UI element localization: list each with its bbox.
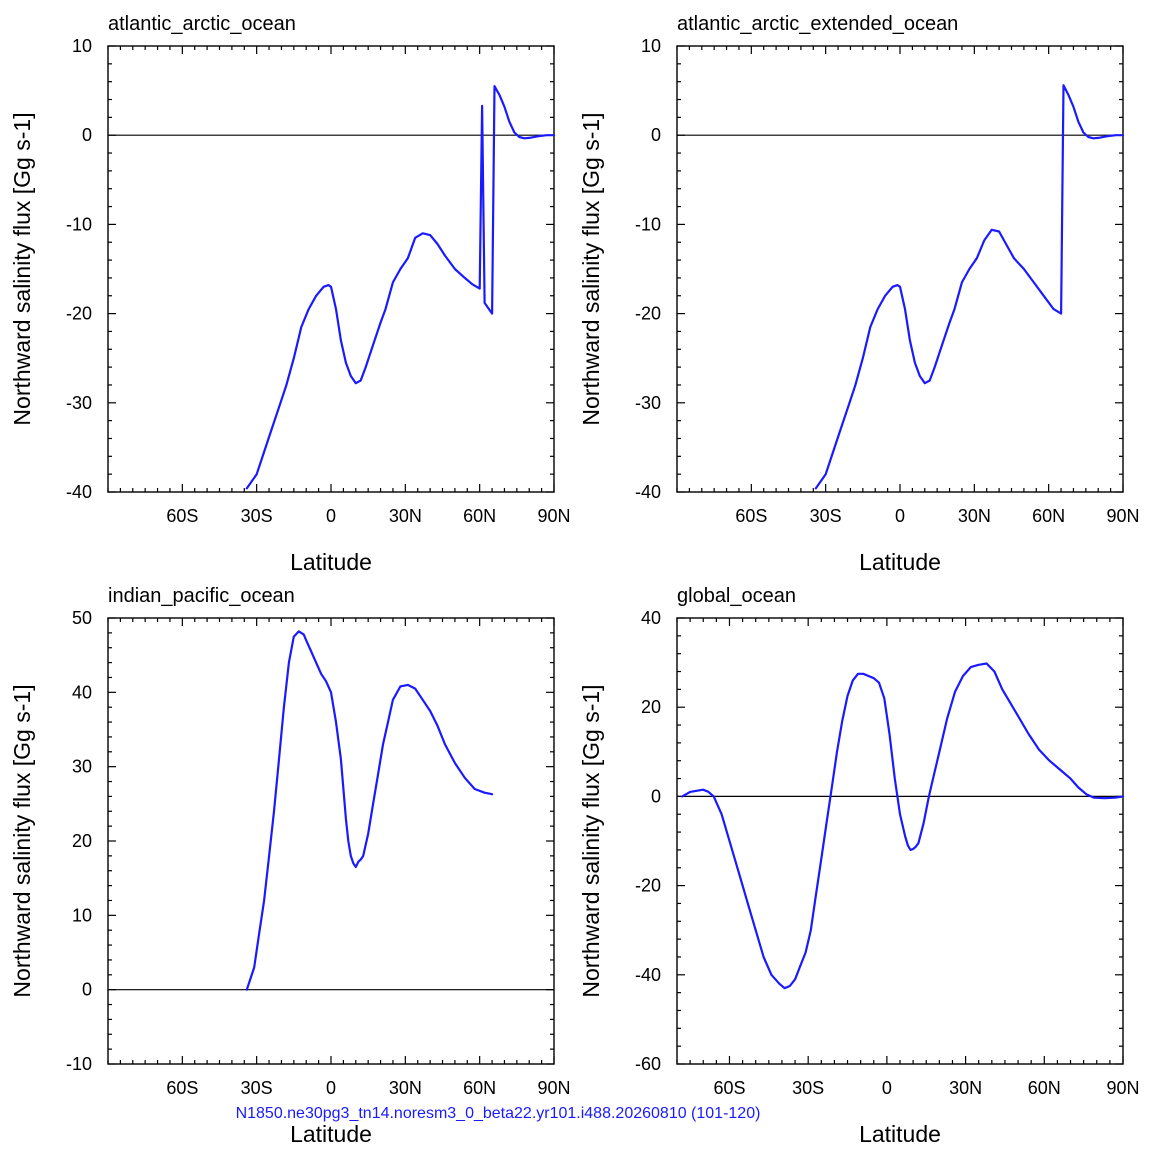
y-tick-label: -20 [66, 304, 92, 324]
panel-title: indian_pacific_ocean [108, 585, 295, 607]
plot-frame [107, 45, 555, 493]
y-tick-label: 10 [641, 36, 661, 56]
y-tick-label: 40 [641, 608, 661, 628]
x-tick-label: 90N [537, 506, 570, 526]
x-tick-label: 90N [1106, 506, 1139, 526]
y-axis-label: Northward salinity flux [Gg s-1] [9, 112, 35, 425]
y-tick-label: -30 [66, 393, 92, 413]
x-tick-label: 0 [326, 1078, 336, 1098]
chart-panel-2: atlantic_arctic_extended_ocean 60S 30S 0 30N… [578, 13, 1140, 575]
plot-frame [107, 617, 555, 1065]
plot-frame [676, 617, 1124, 1065]
y-tick-label: 50 [72, 608, 92, 628]
chart-panel-1: atlantic_arctic_ocean 60S 30S 0 30N 60N 90N -40… [9, 13, 571, 575]
y-tick-label: 10 [72, 36, 92, 56]
series-line [814, 84, 1125, 490]
y-tick-label: -10 [66, 214, 92, 234]
x-tick-label: 30N [389, 1078, 422, 1098]
y-tick-label: -20 [635, 304, 661, 324]
y-tick-label: -40 [635, 965, 661, 985]
y-tick-label: -40 [66, 482, 92, 502]
y-axis-label: Northward salinity flux [Gg s-1] [578, 684, 604, 997]
panel-title: atlantic_arctic_ocean [108, 13, 296, 35]
x-tick-label: 0 [326, 506, 336, 526]
x-tick-label: 30N [949, 1078, 982, 1098]
panel-title: atlantic_arctic_extended_ocean [677, 13, 958, 35]
y-tick-label: 40 [72, 682, 92, 702]
x-tick-label: 0 [882, 1078, 892, 1098]
series-line [245, 84, 556, 490]
y-tick-label: -30 [635, 393, 661, 413]
x-tick-label: 30N [389, 506, 422, 526]
y-tick-label: 10 [72, 905, 92, 925]
x-tick-label: 30N [958, 506, 991, 526]
x-tick-label: 60N [1028, 1078, 1061, 1098]
series-line [681, 662, 1125, 990]
x-tick-label: 90N [1106, 1078, 1139, 1098]
x-tick-label: 30S [792, 1078, 824, 1098]
y-tick-label: -20 [635, 876, 661, 896]
y-tick-label: -10 [66, 1054, 92, 1074]
x-axis-label: Latitude [859, 549, 941, 575]
y-tick-label: 20 [72, 831, 92, 851]
y-axis-label: Northward salinity flux [Gg s-1] [578, 112, 604, 425]
y-tick-label: 0 [82, 980, 92, 1000]
x-tick-label: 30S [810, 506, 842, 526]
y-tick-label: 20 [641, 697, 661, 717]
y-tick-label: 0 [651, 786, 661, 806]
x-tick-label: 30S [241, 506, 273, 526]
x-tick-label: 30S [241, 1078, 273, 1098]
x-tick-label: 0 [895, 506, 905, 526]
y-tick-label: -40 [635, 482, 661, 502]
x-tick-label: 60S [713, 1078, 745, 1098]
x-axis-label: Latitude [290, 549, 372, 575]
x-tick-label: 60N [463, 506, 496, 526]
y-tick-label: -10 [635, 214, 661, 234]
x-tick-label: 90N [537, 1078, 570, 1098]
x-tick-label: 60S [166, 1078, 198, 1098]
x-tick-label: 60S [735, 506, 767, 526]
x-tick-label: 60S [166, 506, 198, 526]
panel-title: global_ocean [677, 585, 796, 607]
x-axis-label: Latitude [859, 1121, 941, 1147]
y-tick-label: -60 [635, 1054, 661, 1074]
x-tick-label: 60N [463, 1078, 496, 1098]
chart-panel-4: global_ocean 60S 30S 0 30N 60N 90N -60 -40 -20 0 20… [578, 585, 1140, 1147]
series-line [245, 630, 494, 991]
y-tick-label: 30 [72, 757, 92, 777]
y-tick-label: 0 [82, 125, 92, 145]
chart-panel-3: indian_pacific_ocean 60S 30S 0 30N 60N 90N -10 0… [9, 585, 571, 1147]
footer-caption: N1850.ne30pg3_tn14.noresm3_0_beta22.yr10… [236, 1105, 761, 1122]
y-tick-label: 0 [651, 125, 661, 145]
x-tick-label: 60N [1032, 506, 1065, 526]
y-axis-label: Northward salinity flux [Gg s-1] [9, 684, 35, 997]
plot-frame [676, 45, 1124, 493]
x-axis-label: Latitude [290, 1121, 372, 1147]
